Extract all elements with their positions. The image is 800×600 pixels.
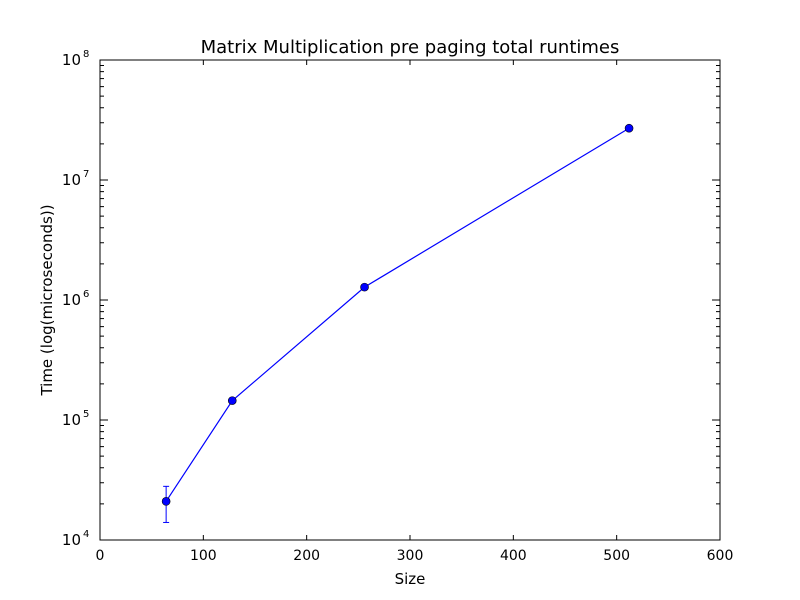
x-tick-label: 600 [707, 548, 734, 564]
y-axis-label: Time (log(microseconds)) [38, 204, 56, 396]
x-axis: 0 100 200 300 400 500 600 [96, 60, 734, 564]
chart-title: Matrix Multiplication pre paging total r… [201, 37, 620, 58]
data-point [161, 497, 171, 506]
y-tick-label: 10 [62, 291, 81, 309]
y-tick-label: 10 [62, 411, 81, 429]
x-tick-label: 400 [500, 548, 527, 564]
data-point [624, 123, 634, 133]
y-tick-label-exponent: 4 [83, 529, 89, 540]
x-tick-label: 500 [603, 548, 630, 564]
series-line [165, 127, 630, 502]
y-tick-label: 10 [62, 531, 81, 549]
data-point [227, 396, 237, 405]
data-series [161, 123, 634, 523]
x-tick-label: 200 [293, 548, 320, 564]
x-tick-label: 0 [96, 548, 105, 564]
y-tick-label-exponent: 8 [83, 49, 89, 60]
y-tick-label-exponent: 5 [83, 409, 89, 420]
y-tick-label-exponent: 7 [83, 169, 89, 180]
y-tick-label: 10 [62, 171, 81, 189]
x-tick-label: 300 [397, 548, 424, 564]
y-tick-label: 10 [62, 51, 81, 69]
y-tick-label-exponent: 6 [83, 289, 89, 300]
x-tick-label: 100 [190, 548, 217, 564]
x-axis-label: Size [395, 570, 426, 588]
data-point [360, 282, 369, 292]
